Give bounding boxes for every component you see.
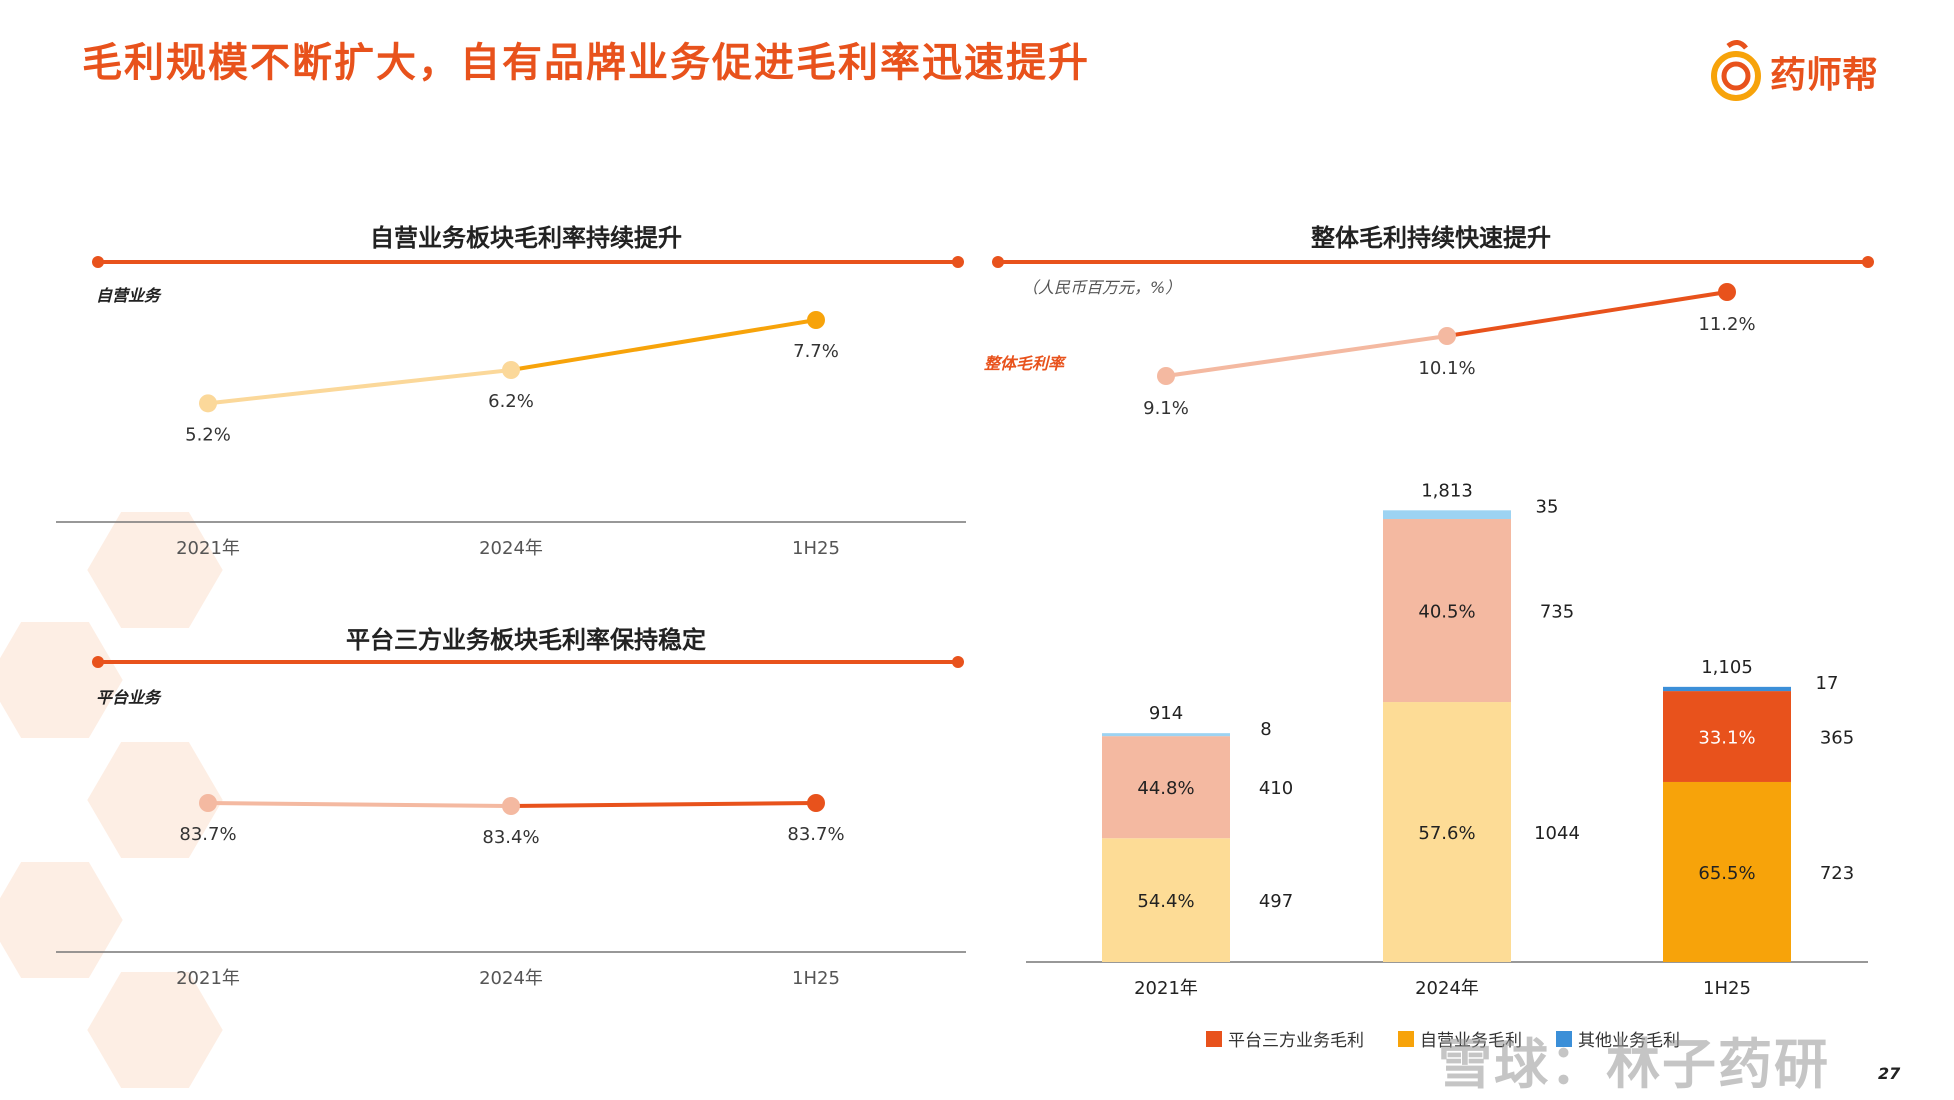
- bar-self-value-label: 497: [1259, 891, 1293, 912]
- self-margin-tick-label: 1H25: [792, 538, 840, 559]
- self-margin-value-label: 6.2%: [488, 391, 534, 412]
- self-series-tag: 自营业务: [96, 286, 161, 305]
- page-number: 27: [1878, 1064, 1901, 1083]
- background-hexagons: [0, 508, 228, 1092]
- logo: [1711, 40, 1761, 101]
- bar-other: [1663, 686, 1791, 692]
- bar-self: [1663, 781, 1791, 962]
- bar-platform: [1663, 691, 1791, 782]
- self-margin-rule: [92, 256, 964, 268]
- self-margin-title: 自营业务板块毛利率持续提升: [370, 224, 682, 252]
- platform-margin-tick-label: 2024年: [479, 968, 543, 989]
- legend-item-other: 其他业务毛利: [1556, 1026, 1680, 1051]
- overall-margin-point: [1718, 283, 1736, 301]
- bar-self-share-label: 54.4%: [1137, 891, 1194, 912]
- overall-tick-label: 1H25: [1703, 978, 1751, 999]
- platform-margin-chart: 83.7% 2021年 83.4% 2024年 83.7% 1H25: [56, 794, 966, 989]
- bar-other: [1102, 733, 1230, 737]
- self-margin-chart: 5.2% 2021年 6.2% 2024年 7.7% 1H25: [56, 311, 966, 559]
- platform-margin-title: 平台三方业务板块毛利率保持稳定: [346, 626, 706, 654]
- bar-self-value-label: 723: [1820, 863, 1854, 884]
- platform-margin-segment: [207, 801, 512, 808]
- hexagon-shape: [0, 618, 128, 742]
- legend-label-self: 自营业务毛利: [1420, 1031, 1522, 1051]
- hexagon-shape: [0, 858, 128, 982]
- logo-text: 药师帮: [1770, 55, 1879, 96]
- bar-other: [1383, 510, 1511, 520]
- bar-other-value-label: 8: [1260, 719, 1271, 740]
- platform-margin-rule: [92, 656, 964, 668]
- overall-margin-segment: [1165, 334, 1448, 378]
- bar-total-label: 1,105: [1701, 657, 1753, 678]
- overall-margin-point: [1438, 327, 1456, 345]
- self-margin-tick-label: 2024年: [479, 538, 543, 559]
- platform-margin-value-label: 83.4%: [482, 827, 539, 848]
- bar-platform-share-label: 33.1%: [1698, 728, 1755, 749]
- bar-self-share-label: 57.6%: [1418, 823, 1475, 844]
- legend-item-self: 自营业务毛利: [1398, 1026, 1522, 1051]
- overall-margin-point: [1157, 367, 1175, 385]
- legend-label-platform: 平台三方业务毛利: [1228, 1031, 1364, 1051]
- bar-platform: [1383, 519, 1511, 703]
- page-title: 毛利规模不断扩大，自有品牌业务促进毛利率迅速提升: [82, 39, 1090, 86]
- platform-margin-value-label: 83.7%: [787, 824, 844, 845]
- platform-margin-tick-label: 1H25: [792, 968, 840, 989]
- platform-margin-segment: [510, 801, 817, 808]
- legend-swatch-other: [1556, 1030, 1572, 1047]
- bar-total-label: 914: [1149, 703, 1183, 724]
- self-margin-value-label: 5.2%: [185, 424, 231, 445]
- overall-title: 整体毛利持续快速提升: [1311, 224, 1551, 252]
- self-margin-segment: [207, 368, 512, 406]
- bar-self-share-label: 65.5%: [1698, 863, 1755, 884]
- bar-other-value-label: 17: [1816, 673, 1839, 694]
- overall-margin-tag: 整体毛利率: [984, 354, 1065, 373]
- self-margin-segment: [510, 318, 817, 372]
- overall-tick-label: 2021年: [1134, 978, 1198, 999]
- legend-label-other: 其他业务毛利: [1578, 1031, 1680, 1051]
- overall-legend: 平台三方业务毛利 自营业务毛利 其他业务毛利: [1206, 1026, 1680, 1051]
- hexagon-shape: [82, 508, 228, 632]
- overall-gross-profit-chart: 54.4% 44.8% 497 410 8 914 2021年 57.6% 40.5% 1044 7…: [1026, 283, 1868, 999]
- watermark: 雪球：林子药研: [1438, 1033, 1830, 1096]
- self-margin-point: [502, 361, 520, 379]
- hexagon-shape: [82, 968, 228, 1092]
- legend-swatch-self: [1398, 1030, 1414, 1047]
- bar-platform-value-label: 365: [1820, 728, 1854, 749]
- logo-mark-icon: [1711, 40, 1761, 101]
- overall-margin-label: 11.2%: [1698, 314, 1755, 335]
- overall-margin-label: 9.1%: [1143, 398, 1189, 419]
- bar-self-value-label: 1044: [1534, 823, 1580, 844]
- platform-margin-value-label: 83.7%: [179, 824, 236, 845]
- bar-self: [1102, 838, 1230, 962]
- legend-item-platform: 平台三方业务毛利: [1206, 1026, 1364, 1051]
- bar-total-label: 1,813: [1421, 480, 1473, 501]
- bar-other-value-label: 35: [1536, 496, 1559, 517]
- platform-margin-point: [807, 794, 825, 812]
- bar-self: [1383, 702, 1511, 962]
- legend-swatch-platform: [1206, 1030, 1222, 1047]
- bar-platform-value-label: 735: [1540, 602, 1574, 623]
- platform-margin-point: [199, 794, 217, 812]
- bar-platform-share-label: 40.5%: [1418, 602, 1475, 623]
- self-margin-point: [199, 394, 217, 413]
- overall-margin-label: 10.1%: [1418, 358, 1475, 379]
- bar-platform: [1102, 736, 1230, 839]
- self-margin-value-label: 7.7%: [793, 341, 839, 362]
- platform-margin-tick-label: 2021年: [176, 968, 240, 989]
- platform-series-tag: 平台业务: [96, 688, 161, 707]
- self-margin-point: [807, 311, 825, 329]
- overall-tick-label: 2024年: [1415, 978, 1479, 999]
- self-margin-tick-label: 2021年: [176, 538, 240, 559]
- overall-unit-note: （人民币百万元，%）: [1022, 278, 1182, 297]
- hexagon-shape: [82, 738, 228, 862]
- platform-margin-point: [502, 797, 520, 815]
- overall-margin-segment: [1446, 290, 1728, 338]
- bar-platform-value-label: 410: [1259, 778, 1293, 799]
- bar-platform-share-label: 44.8%: [1137, 778, 1194, 799]
- overall-rule: [992, 256, 1874, 268]
